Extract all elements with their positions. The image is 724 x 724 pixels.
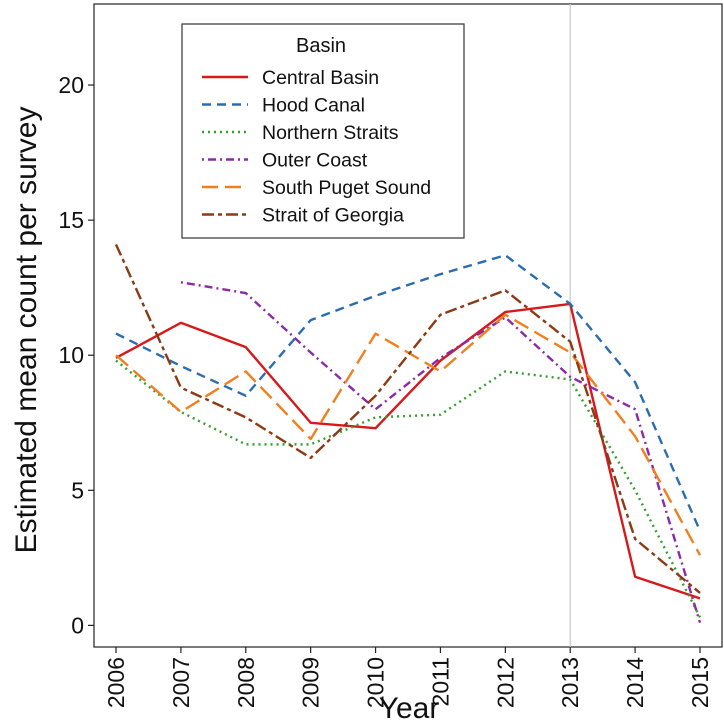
legend-label-south-puget-sound: South Puget Sound [262, 177, 431, 199]
x-tick-label-2011: 2011 [427, 657, 453, 706]
legend-label-hood-canal: Hood Canal [262, 95, 365, 117]
series-lines [114, 243, 702, 624]
legend-label-northern-straits: Northern Straits [262, 122, 399, 144]
series-line-outer-coast [180, 281, 702, 624]
x-tick-label-2015: 2015 [687, 657, 713, 708]
x-tick-label-2012: 2012 [492, 657, 518, 708]
y-tick-label-20: 20 [58, 72, 84, 98]
legend-label-strait-of-georgia: Strait of Georgia [262, 205, 404, 227]
legend: Basin Central Basin Hood Canal Northern Str… [181, 23, 465, 239]
x-tick-label-2007: 2007 [168, 657, 194, 708]
series-line-strait-of-georgia [114, 243, 701, 594]
legend-box [181, 23, 465, 239]
y-tick-label-15: 15 [58, 207, 84, 233]
legend-label-outer-coast: Outer Coast [262, 150, 368, 172]
legend-title: Basin [296, 35, 346, 57]
x-tick-label-2010: 2010 [363, 657, 389, 708]
x-axis-label: Year [379, 692, 440, 724]
x-tick-label-2014: 2014 [622, 657, 648, 708]
series-line-south-puget-sound [115, 313, 702, 556]
series-line-hood-canal [115, 254, 702, 532]
legend-label-central-basin: Central Basin [262, 67, 379, 89]
axes: 0 5 10 15 20 2006 2007 2008 2009 2010 2011 2012 2013… [58, 72, 713, 708]
y-tick-label-10: 10 [58, 342, 84, 368]
x-tick-label-2006: 2006 [103, 657, 129, 708]
x-tick-label-2013: 2013 [557, 657, 583, 708]
x-tick-label-2008: 2008 [233, 657, 259, 708]
x-tick-label-2009: 2009 [298, 657, 324, 708]
y-tick-label-5: 5 [71, 477, 84, 503]
y-tick-label-0: 0 [71, 612, 84, 638]
y-axis-label: Estimated mean count per survey [10, 107, 43, 554]
